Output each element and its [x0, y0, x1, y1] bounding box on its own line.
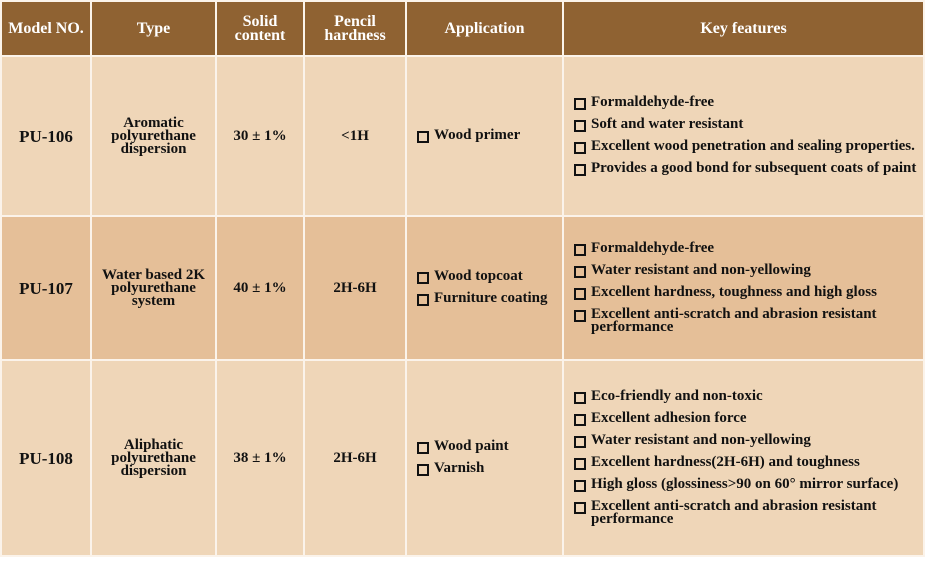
item-text: Wood primer — [434, 127, 521, 143]
list-item: Formaldehyde-free — [574, 240, 919, 256]
features-cell: Eco-friendly and non-toxic Excellent adhe… — [564, 361, 923, 555]
list-item: Water resistant and non-yellowing — [574, 262, 919, 278]
checkbox-square-icon — [574, 392, 586, 404]
checkbox-square-icon — [574, 414, 586, 426]
type-cell: Aromatic polyurethane dispersion — [92, 57, 215, 215]
list-item: Provides a good bond for subsequent coat… — [574, 160, 919, 176]
hardness-cell: 2H-6H — [305, 361, 405, 555]
header-row: Model NO. Type Solid content Pencil hard… — [2, 2, 923, 55]
item-text: Excellent anti-scratch and abrasion resi… — [591, 306, 877, 335]
list-item: Excellent anti-scratch and abrasion resi… — [574, 306, 919, 335]
table-row: PU-108 Aliphatic polyurethane dispersion 3… — [2, 361, 923, 555]
item-text: Excellent adhesion force — [591, 410, 747, 426]
checkbox-square-icon — [574, 98, 586, 110]
list-item: Wood paint — [417, 438, 558, 454]
application-cell: Wood primer — [407, 57, 562, 215]
list-item: Excellent hardness(2H-6H) and toughness — [574, 454, 919, 470]
solid-content-cell: 30 ± 1% — [217, 57, 303, 215]
item-text: Furniture coating — [434, 290, 548, 306]
table-row: PU-106 Aromatic polyurethane dispersion 30… — [2, 57, 923, 215]
header-type: Type — [92, 2, 215, 55]
checkbox-square-icon — [417, 131, 429, 143]
checkbox-square-icon — [417, 464, 429, 476]
list-item: Wood primer — [417, 127, 558, 143]
checkbox-square-icon — [574, 458, 586, 470]
checkbox-square-icon — [417, 442, 429, 454]
item-text: High gloss (glossiness>90 on 60° mirror … — [591, 476, 899, 492]
model-cell: PU-108 — [2, 361, 90, 555]
solid-content-cell: 38 ± 1% — [217, 361, 303, 555]
header-model: Model NO. — [2, 2, 90, 55]
item-text: Water resistant and non-yellowing — [591, 432, 811, 448]
application-cell: Wood topcoat Furniture coating — [407, 217, 562, 359]
features-cell: Formaldehyde-free Water resistant and non… — [564, 217, 923, 359]
checkbox-square-icon — [574, 436, 586, 448]
hardness-cell: <1H — [305, 57, 405, 215]
solid-content-cell: 40 ± 1% — [217, 217, 303, 359]
features-cell: Formaldehyde-free Soft and water resistan… — [564, 57, 923, 215]
header-key-features: Key features — [564, 2, 923, 55]
item-text: Provides a good bond for subsequent coat… — [591, 160, 917, 176]
hardness-cell: 2H-6H — [305, 217, 405, 359]
item-text: Wood topcoat — [434, 268, 523, 284]
item-text: Excellent wood penetration and sealing p… — [591, 138, 915, 154]
header-application: Application — [407, 2, 562, 55]
checkbox-square-icon — [574, 502, 586, 514]
checkbox-square-icon — [574, 266, 586, 278]
header-pencil-hardness: Pencil hardness — [305, 2, 405, 55]
type-cell: Aliphatic polyurethane dispersion — [92, 361, 215, 555]
list-item: Furniture coating — [417, 290, 558, 306]
item-text: Excellent hardness(2H-6H) and toughness — [591, 454, 860, 470]
model-cell: PU-107 — [2, 217, 90, 359]
item-text: Varnish — [434, 460, 485, 476]
checkbox-square-icon — [574, 288, 586, 300]
checkbox-square-icon — [574, 164, 586, 176]
item-text: Soft and water resistant — [591, 116, 744, 132]
item-text: Excellent anti-scratch and abrasion resi… — [591, 498, 877, 527]
list-item: Excellent hardness, toughness and high g… — [574, 284, 919, 300]
checkbox-square-icon — [574, 120, 586, 132]
list-item: Excellent anti-scratch and abrasion resi… — [574, 498, 919, 527]
list-item: Excellent wood penetration and sealing p… — [574, 138, 919, 154]
header-solid-content: Solid content — [217, 2, 303, 55]
item-text: Formaldehyde-free — [591, 94, 715, 110]
item-text: Water resistant and non-yellowing — [591, 262, 811, 278]
checkbox-square-icon — [574, 244, 586, 256]
checkbox-square-icon — [574, 142, 586, 154]
item-text: Eco-friendly and non-toxic — [591, 388, 763, 404]
list-item: Soft and water resistant — [574, 116, 919, 132]
list-item: Varnish — [417, 460, 558, 476]
checkbox-square-icon — [574, 480, 586, 492]
application-cell: Wood paint Varnish — [407, 361, 562, 555]
table-row: PU-107 Water based 2K polyurethane system… — [2, 217, 923, 359]
model-cell: PU-106 — [2, 57, 90, 215]
checkbox-square-icon — [417, 272, 429, 284]
item-text: Wood paint — [434, 438, 509, 454]
list-item: High gloss (glossiness>90 on 60° mirror … — [574, 476, 919, 492]
checkbox-square-icon — [417, 294, 429, 306]
checkbox-square-icon — [574, 310, 586, 322]
list-item: Excellent adhesion force — [574, 410, 919, 426]
item-text: Excellent hardness, toughness and high g… — [591, 284, 877, 300]
list-item: Formaldehyde-free — [574, 94, 919, 110]
list-item: Water resistant and non-yellowing — [574, 432, 919, 448]
type-cell: Water based 2K polyurethane system — [92, 217, 215, 359]
list-item: Eco-friendly and non-toxic — [574, 388, 919, 404]
list-item: Wood topcoat — [417, 268, 558, 284]
item-text: Formaldehyde-free — [591, 240, 715, 256]
